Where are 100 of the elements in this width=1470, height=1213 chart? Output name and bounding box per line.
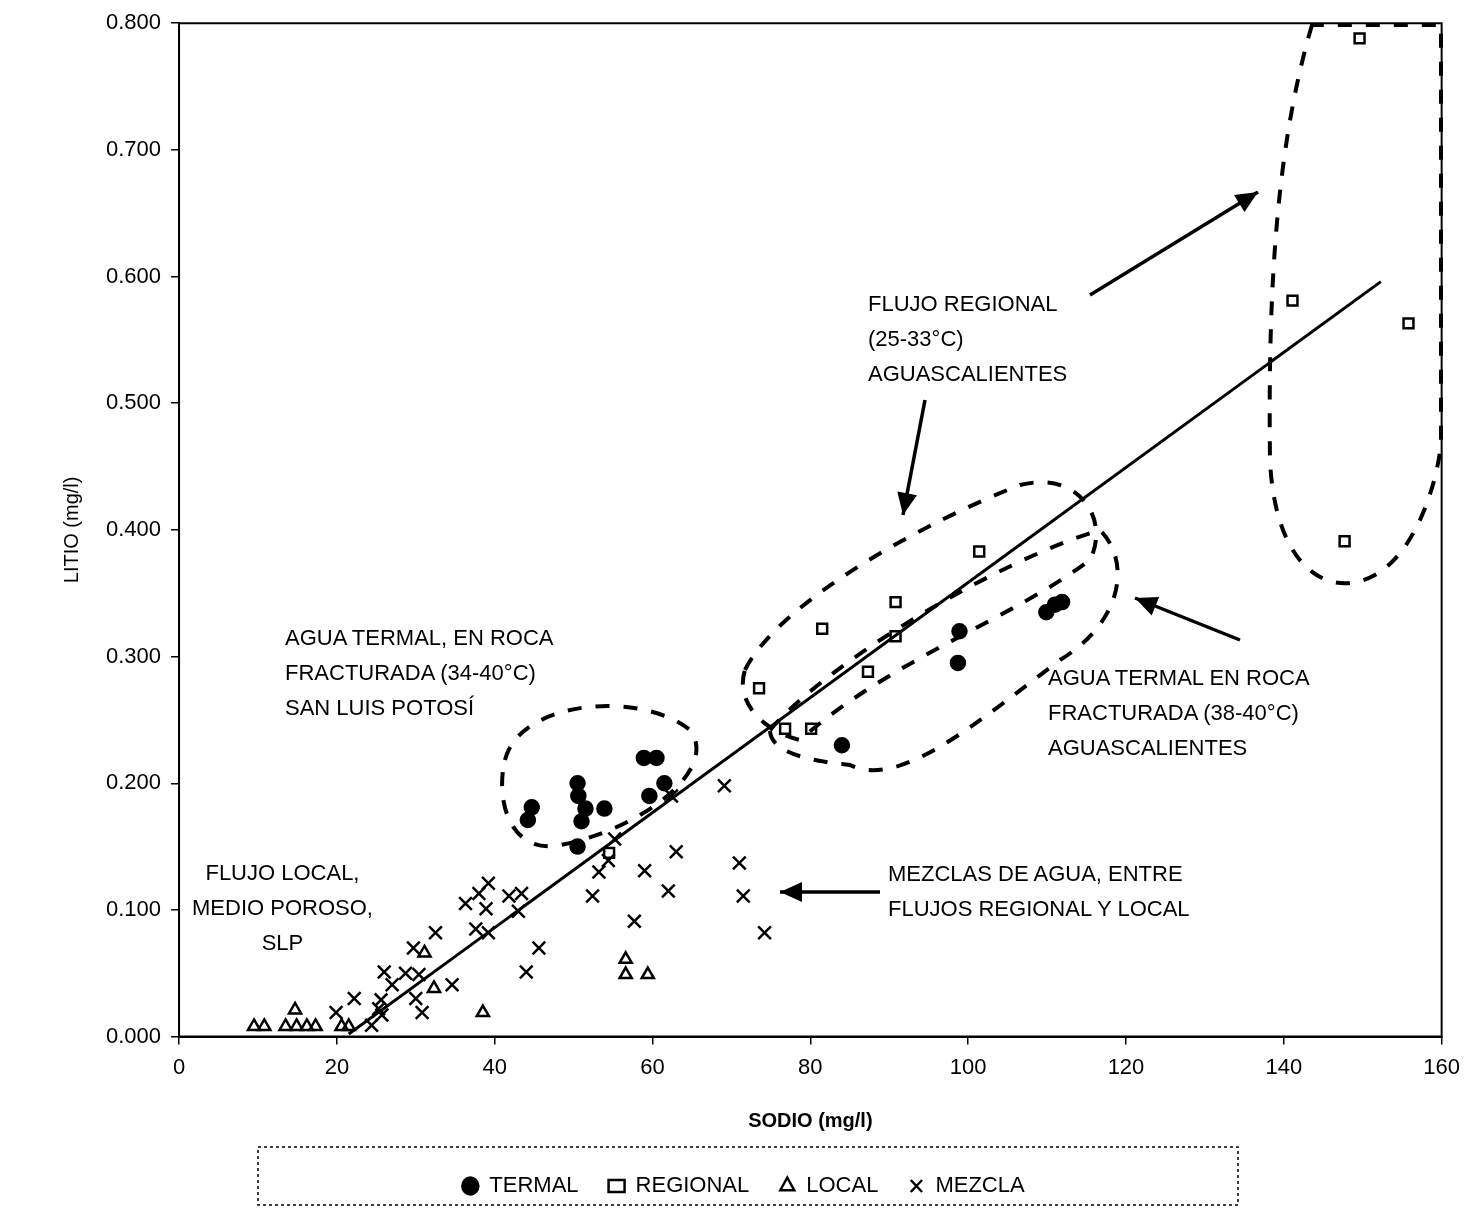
- point: [833, 737, 851, 754]
- point: [480, 925, 496, 941]
- point: [573, 813, 590, 830]
- y-axis-title: LITIO (mg/l): [59, 476, 82, 584]
- y-tick-label: 0.000: [105, 1022, 162, 1048]
- point: [731, 855, 747, 871]
- annotation: AGUA TERMAL, EN ROCA FRACTURADA (34-40°C) SAN LUIS POTOSÍ: [285, 624, 554, 722]
- y-tick-label: 0.500: [105, 389, 162, 415]
- point: [397, 965, 414, 981]
- point: [618, 951, 634, 965]
- y-tick-label: 0.400: [105, 515, 162, 541]
- point: [602, 846, 616, 860]
- point: [471, 885, 487, 902]
- point: [411, 966, 427, 983]
- point: [289, 1018, 304, 1032]
- point: [637, 863, 653, 879]
- point: [752, 682, 766, 695]
- point: [246, 1018, 262, 1032]
- x-tick-label: 140: [1265, 1053, 1303, 1079]
- point: [889, 630, 902, 643]
- x-tick-label: 20: [324, 1053, 350, 1079]
- x-tick-label: 160: [1423, 1053, 1461, 1079]
- point: [308, 1018, 323, 1032]
- point: [427, 925, 444, 941]
- annotation: AGUA TERMAL EN ROCA FRACTURADA (38-40°C) AGUASCALIENTES: [1048, 664, 1310, 762]
- point: [1402, 317, 1415, 330]
- point: [523, 799, 541, 816]
- point: [640, 966, 656, 980]
- point: [656, 775, 673, 792]
- point: [756, 925, 773, 941]
- point: [444, 977, 460, 993]
- legend-label: TERMAL: [489, 1172, 579, 1198]
- point: [518, 964, 534, 980]
- point: [641, 787, 658, 805]
- point: [626, 913, 642, 929]
- point: [861, 665, 875, 678]
- point: [334, 1018, 349, 1032]
- point: [414, 1004, 430, 1021]
- point: [426, 980, 442, 994]
- annotation: MEZCLAS DE AGUA, ENTRE FLUJOS REGIONAL Y LOCAL: [888, 860, 1190, 923]
- y-tick-label: 0.200: [105, 769, 162, 795]
- point: [328, 1004, 344, 1021]
- point: [278, 1018, 293, 1032]
- point: [569, 838, 586, 855]
- point: [600, 852, 616, 869]
- point: [405, 940, 422, 956]
- point: [889, 595, 902, 609]
- point: [510, 903, 526, 919]
- y-tick-label: 0.600: [105, 262, 162, 288]
- y-tick-label: 0.300: [105, 642, 162, 668]
- point: [501, 888, 517, 904]
- x-tick-label: 100: [949, 1053, 987, 1079]
- x-tick-label: 40: [482, 1053, 507, 1079]
- point: [618, 966, 634, 980]
- point: [408, 990, 424, 1007]
- point: [1353, 32, 1366, 45]
- point: [735, 888, 751, 904]
- point: [570, 787, 587, 805]
- point: [815, 622, 829, 635]
- point: [663, 788, 680, 804]
- y-tick-label: 0.800: [105, 9, 162, 35]
- point: [716, 778, 732, 794]
- point: [341, 1018, 357, 1032]
- point: [346, 990, 362, 1007]
- legend-label: MEZCLA: [935, 1172, 1025, 1198]
- point: [531, 940, 547, 956]
- point: [577, 800, 594, 817]
- legend-label: REGIONAL: [635, 1172, 750, 1198]
- point: [1053, 593, 1071, 611]
- point: [519, 811, 537, 829]
- point: [1286, 294, 1299, 307]
- point: [513, 885, 530, 902]
- point: [480, 875, 496, 891]
- x-tick-label: 60: [640, 1053, 665, 1079]
- point: [417, 944, 432, 958]
- point: [363, 1017, 380, 1033]
- annotation: FLUJO LOCAL, MEDIO POROSO, SLP: [192, 859, 373, 957]
- x-axis-title: SODIO (mg/l): [748, 1108, 873, 1131]
- point: [804, 722, 818, 735]
- point: [457, 895, 474, 912]
- point: [607, 831, 623, 847]
- point: [475, 1004, 491, 1018]
- point: [256, 1018, 272, 1032]
- x-tick-label: 0: [172, 1053, 186, 1079]
- point: [778, 722, 792, 735]
- point: [1338, 535, 1351, 548]
- legend-label: LOCAL: [806, 1172, 879, 1198]
- point: [660, 883, 676, 899]
- point: [371, 1001, 387, 1017]
- point: [668, 844, 684, 860]
- point: [584, 888, 601, 904]
- point: [299, 1018, 315, 1032]
- point: [478, 901, 494, 917]
- y-tick-label: 0.100: [105, 895, 162, 921]
- point: [973, 545, 986, 558]
- point: [376, 964, 392, 980]
- x-tick-label: 120: [1107, 1053, 1145, 1079]
- annotation: FLUJO REGIONAL (25-33°C) AGUASCALIENTES: [868, 290, 1068, 388]
- point: [468, 921, 484, 937]
- x-tick-label: 80: [798, 1053, 823, 1079]
